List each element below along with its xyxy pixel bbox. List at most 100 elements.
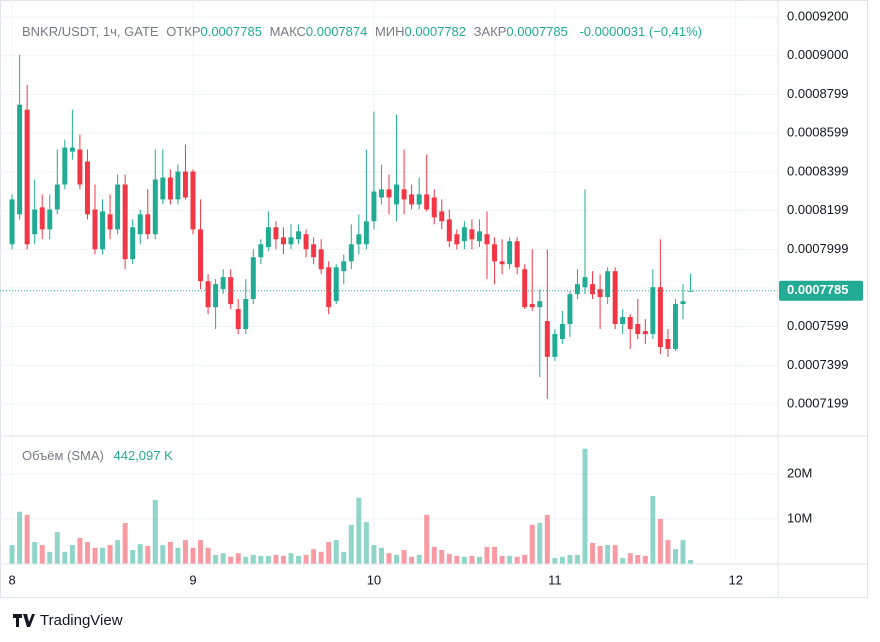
x-tick-label: 9 bbox=[189, 572, 196, 587]
volume-bar bbox=[363, 522, 369, 564]
volume-bar bbox=[311, 549, 317, 564]
candle-body bbox=[326, 267, 332, 308]
candle-body bbox=[17, 104, 23, 215]
candle-body bbox=[205, 281, 211, 308]
volume-tick-label: 20M bbox=[787, 465, 812, 480]
candle-body bbox=[439, 211, 445, 222]
volume-bar bbox=[409, 556, 415, 564]
volume-bar bbox=[620, 558, 626, 564]
volume-bar bbox=[665, 540, 671, 564]
candle-body bbox=[333, 267, 339, 302]
x-tick-label: 12 bbox=[729, 572, 743, 587]
candle-body bbox=[100, 211, 106, 250]
candle-body bbox=[288, 237, 294, 245]
candle-body bbox=[265, 227, 271, 248]
marks bbox=[0, 54, 778, 564]
open-value: 0.0007785 bbox=[200, 24, 261, 39]
y-tick-label: 0.0009200 bbox=[787, 8, 848, 23]
volume-bar bbox=[446, 554, 452, 564]
candle-body bbox=[605, 271, 611, 298]
candle-body bbox=[258, 244, 264, 258]
candle-body bbox=[62, 147, 68, 185]
candle-body bbox=[635, 323, 641, 335]
volume-bar bbox=[499, 555, 505, 564]
candle-body bbox=[348, 244, 354, 262]
candle-body bbox=[597, 289, 603, 298]
candle-body bbox=[394, 184, 400, 205]
candle-body bbox=[574, 284, 580, 295]
high-value: 0.0007874 bbox=[306, 24, 367, 39]
volume-bar bbox=[657, 518, 663, 564]
volume-bar bbox=[476, 556, 482, 564]
candle-body bbox=[454, 234, 460, 245]
candle-body bbox=[424, 194, 430, 210]
candle-body bbox=[69, 147, 75, 152]
volume-bar bbox=[514, 556, 520, 564]
volume-bar bbox=[341, 551, 347, 564]
volume-bar bbox=[484, 546, 490, 564]
volume-bar bbox=[378, 547, 384, 564]
axes: 8 9 10 11 12 0.0009200 0.0009000 0.0008799 0.000… bbox=[8, 8, 863, 587]
y-tick-label: 0.0008599 bbox=[787, 125, 848, 140]
volume-bar bbox=[130, 550, 136, 564]
candle-body bbox=[416, 194, 422, 205]
candle-body bbox=[122, 184, 128, 260]
volume-bar bbox=[250, 554, 256, 564]
candle-body bbox=[182, 171, 188, 198]
volume-bar bbox=[401, 550, 407, 564]
candle-body bbox=[235, 309, 241, 330]
volume-bar bbox=[152, 500, 158, 564]
close-label: ЗАКР bbox=[474, 24, 507, 39]
volume-name: Объём (SMA) bbox=[22, 448, 104, 463]
candle-body bbox=[130, 227, 136, 260]
candle-body bbox=[431, 197, 437, 218]
y-tick-label: 0.0008799 bbox=[787, 86, 848, 101]
volume-bar bbox=[100, 547, 106, 564]
volume-bar bbox=[348, 524, 354, 564]
volume-bar bbox=[296, 555, 302, 564]
candle-body bbox=[190, 171, 196, 230]
volume-current: 442,097 K bbox=[113, 448, 173, 463]
candle-body bbox=[409, 194, 415, 205]
volume-bar bbox=[318, 551, 324, 564]
volume-bar bbox=[92, 547, 98, 564]
candle-body bbox=[296, 231, 302, 240]
logo-mark bbox=[13, 614, 35, 627]
volume-bar bbox=[115, 540, 121, 564]
candle-body bbox=[175, 171, 181, 200]
volume-bar bbox=[39, 545, 45, 564]
volume-bar bbox=[559, 556, 565, 564]
volume-bar bbox=[371, 545, 377, 564]
volume-bar bbox=[182, 540, 188, 564]
volume-bar bbox=[213, 554, 219, 564]
candle-body bbox=[228, 277, 234, 305]
brand-logo: TradingView bbox=[13, 612, 123, 629]
volume-bar bbox=[220, 553, 226, 564]
volume-bar bbox=[672, 549, 678, 564]
volume-bar bbox=[84, 541, 90, 564]
candle-body bbox=[522, 269, 528, 308]
volume-bar bbox=[198, 540, 204, 564]
volume-bar bbox=[190, 547, 196, 564]
candle-body bbox=[469, 229, 475, 240]
candle-body bbox=[39, 207, 45, 230]
candle-body bbox=[492, 244, 498, 262]
candle-body bbox=[612, 271, 618, 324]
candle-body bbox=[137, 214, 143, 235]
volume-bar bbox=[62, 551, 68, 564]
volume-bar bbox=[522, 554, 528, 564]
volume-bar bbox=[582, 448, 588, 564]
low-value: 0.0007782 bbox=[405, 24, 466, 39]
candle-body bbox=[250, 257, 256, 300]
candle-body bbox=[642, 331, 648, 335]
volume-bar bbox=[590, 542, 596, 564]
candle-body bbox=[363, 221, 369, 245]
volume-legend: Объём (SMA) 442,097 K bbox=[22, 448, 173, 463]
candle-body bbox=[476, 231, 482, 242]
y-tick-label: 0.0007399 bbox=[787, 357, 848, 372]
volume-bar bbox=[492, 546, 498, 564]
candle-body bbox=[537, 301, 543, 308]
candle-body bbox=[665, 339, 671, 349]
volume-bar bbox=[54, 532, 60, 564]
